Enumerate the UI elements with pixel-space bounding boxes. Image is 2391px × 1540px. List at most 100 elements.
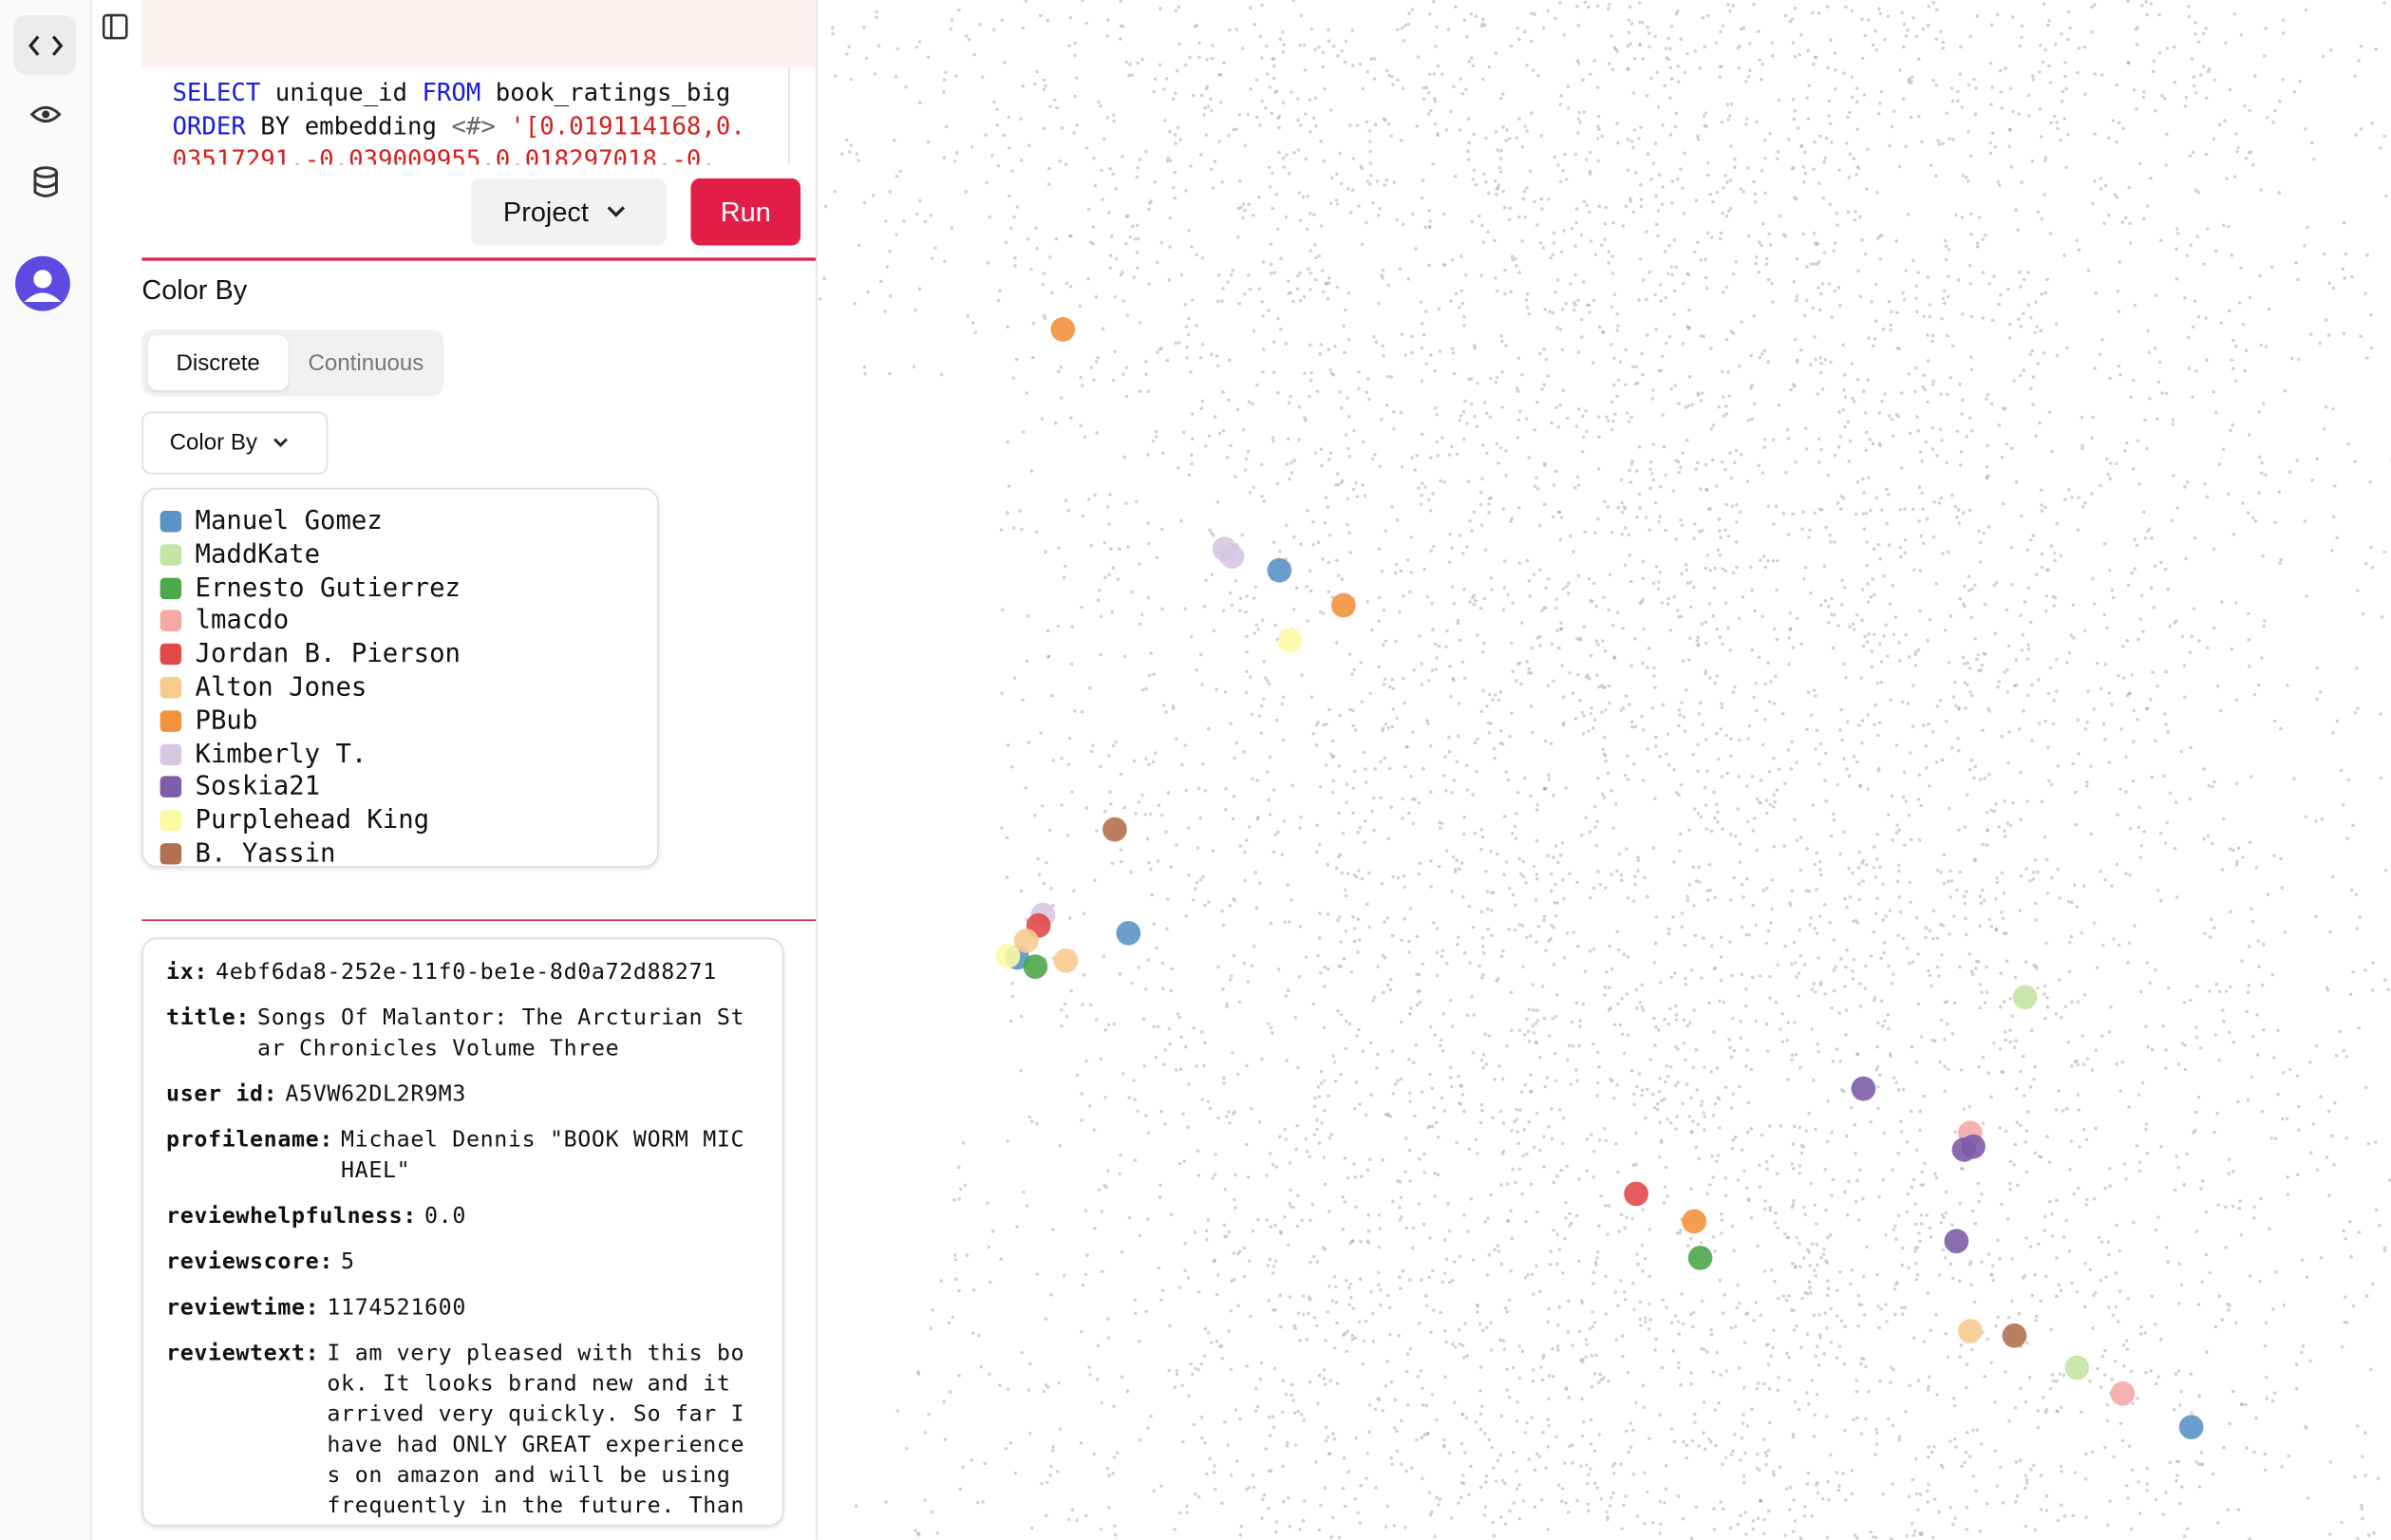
bg-point: [1204, 1237, 1209, 1242]
bg-point: [1147, 673, 1152, 678]
bg-point: [1998, 68, 2003, 73]
bg-point: [1263, 676, 1268, 680]
bg-point: [1470, 529, 1474, 533]
bg-point: [1179, 518, 1183, 523]
bg-point: [2009, 446, 2014, 450]
bg-point: [1140, 612, 1144, 617]
bg-point: [1763, 157, 1767, 160]
bg-point: [1516, 418, 1521, 422]
panel-toggle[interactable]: [101, 12, 131, 43]
bg-point: [2139, 1324, 2143, 1329]
bg-point: [1342, 324, 1346, 329]
code-icon[interactable]: [28, 35, 64, 56]
bg-point: [2030, 683, 2034, 687]
bg-point: [1913, 1249, 1917, 1253]
bg-point: [1941, 924, 1946, 928]
bg-point: [1595, 1094, 1599, 1098]
bg-point: [1400, 1418, 1403, 1423]
bg-point: [1177, 1511, 1182, 1515]
bg-point: [1975, 1428, 1980, 1432]
bg-point: [1956, 278, 1961, 282]
bg-point: [1822, 1247, 1826, 1251]
bg-point: [1384, 178, 1389, 182]
bg-point: [1959, 450, 1964, 454]
bg-point: [1682, 212, 1686, 216]
bg-point: [1745, 1186, 1749, 1190]
bg-point: [1905, 1210, 1909, 1213]
run-button[interactable]: Run: [690, 178, 801, 246]
bg-point: [1859, 1303, 1864, 1306]
bg-point: [1146, 1426, 1150, 1431]
bg-point: [1543, 787, 1547, 791]
bg-point: [1633, 724, 1638, 729]
bg-point: [1167, 1368, 1172, 1373]
bg-point: [1660, 202, 1665, 207]
bg-point: [2244, 1402, 2248, 1407]
bg-point: [1534, 476, 1538, 479]
bg-point: [1160, 961, 1165, 966]
record-rows: ix: 4ebf6da8-252e-11f0-be1e-8d0a72d88271 t…: [143, 939, 782, 1525]
tab-discrete[interactable]: Discrete: [147, 335, 289, 391]
bg-point: [1888, 143, 1892, 148]
bg-point: [2260, 983, 2265, 987]
bg-point: [1712, 586, 1717, 591]
eye-icon[interactable]: [29, 105, 62, 123]
bg-point: [1147, 207, 1151, 212]
embedding-plot[interactable]: [818, 0, 2391, 1540]
bg-point: [1828, 920, 1833, 925]
color-by-dropdown[interactable]: Color By: [141, 411, 329, 475]
bg-point: [1481, 17, 1485, 22]
bg-point: [1501, 125, 1505, 129]
bg-point: [1653, 141, 1658, 145]
project-button[interactable]: Project: [471, 178, 667, 246]
code-tab[interactable]: [13, 15, 77, 75]
bg-point: [1098, 589, 1101, 592]
bg-point: [1799, 143, 1804, 148]
bg-point: [2121, 1363, 2126, 1368]
bg-point: [1687, 375, 1692, 379]
sql-editor[interactable]: SELECT unique_id FROM book_ratings_big OR…: [172, 76, 781, 165]
bg-point: [2166, 1260, 2170, 1265]
bg-point: [1281, 738, 1286, 742]
db-icon[interactable]: [33, 166, 58, 178]
bg-point: [2025, 799, 2029, 803]
bg-point: [1941, 40, 1946, 45]
bg-point: [1177, 1286, 1182, 1289]
bg-point: [2107, 1252, 2112, 1257]
bg-point: [1317, 1095, 1322, 1099]
bg-point: [1910, 1185, 1913, 1189]
bg-point: [1735, 520, 1739, 524]
bg-point: [930, 1510, 934, 1514]
bg-point: [1462, 324, 1466, 328]
bg-point: [1152, 89, 1156, 94]
bg-point: [2247, 984, 2251, 987]
color-by-heading[interactable]: Color By: [141, 272, 298, 306]
bg-point: [2351, 969, 2355, 974]
bg-point: [1251, 1229, 1255, 1233]
legend-swatch: [160, 543, 182, 566]
bg-point: [1213, 1173, 1217, 1176]
bg-point: [1749, 353, 1753, 358]
tab-continuous[interactable]: Continuous: [308, 349, 424, 376]
bg-point: [1284, 153, 1289, 157]
bg-point: [1382, 990, 1385, 995]
bg-point: [1479, 847, 1483, 852]
bg-point: [1533, 427, 1536, 432]
bg-point: [1612, 655, 1616, 659]
bg-point: [2131, 467, 2136, 471]
bg-point: [1791, 97, 1796, 102]
bg-point: [1677, 614, 1681, 619]
bg-point: [1377, 1398, 1382, 1401]
bg-point: [1652, 1105, 1657, 1110]
bg-point: [1238, 596, 1243, 601]
bg-point: [1631, 899, 1636, 903]
bg-point: [1298, 1339, 1302, 1343]
bg-point: [1754, 1301, 1759, 1305]
bg-point: [1918, 569, 1922, 573]
bg-point: [1567, 1043, 1572, 1048]
bg-point: [2133, 924, 2137, 928]
bg-point: [1451, 1343, 1455, 1346]
bg-point: [954, 1277, 958, 1281]
bg-point: [1411, 1061, 1416, 1065]
bg-point: [1668, 629, 1673, 632]
